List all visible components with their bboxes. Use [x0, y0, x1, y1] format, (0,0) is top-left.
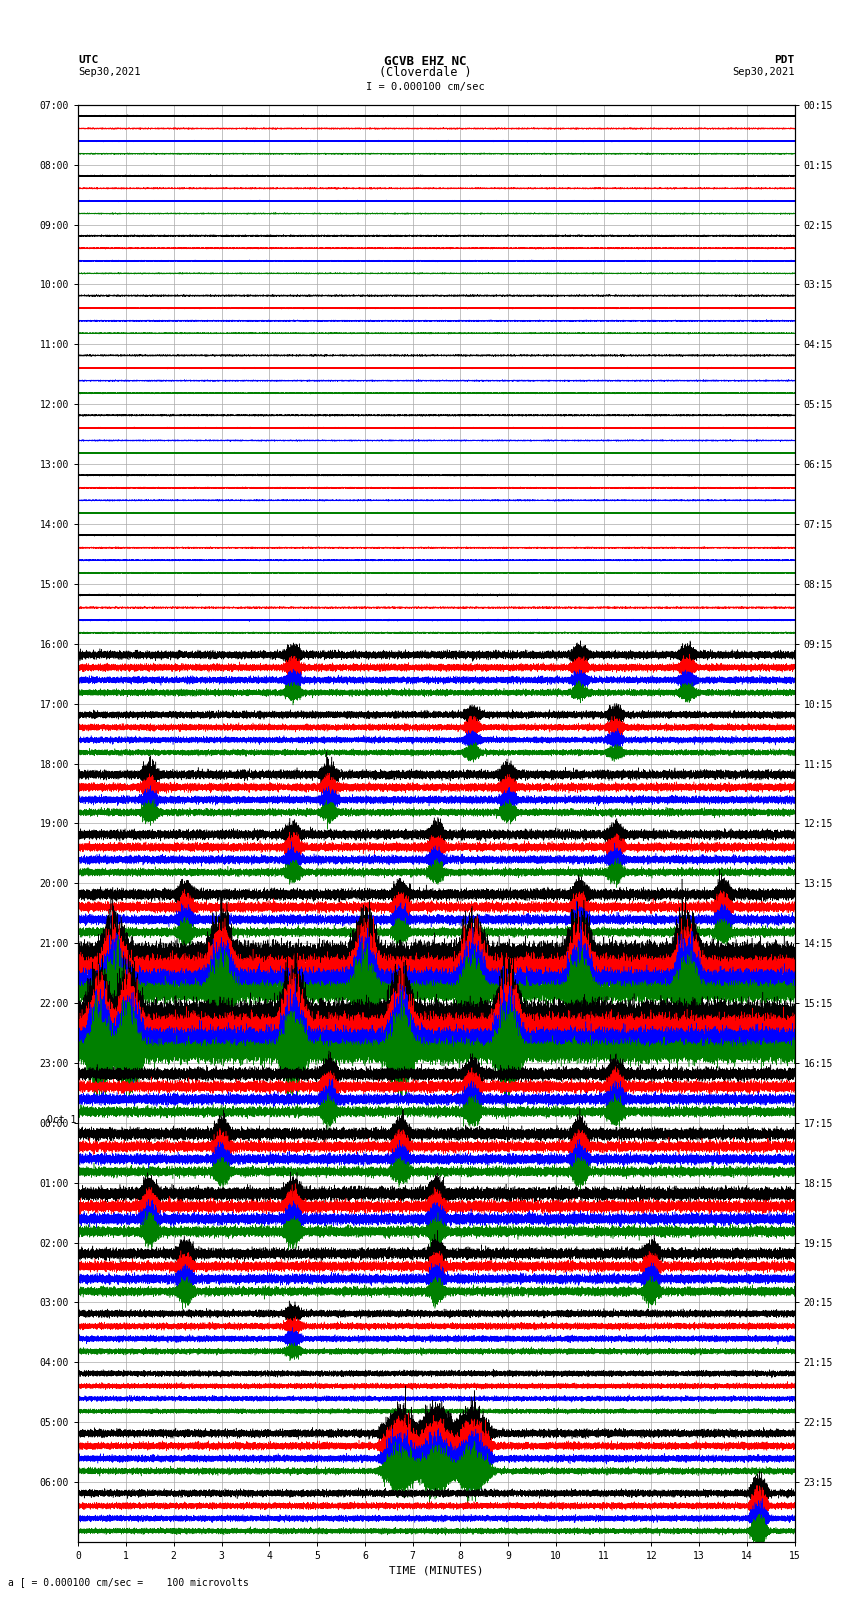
Text: GCVB EHZ NC: GCVB EHZ NC [383, 55, 467, 68]
Text: UTC: UTC [78, 55, 99, 65]
Text: (Cloverdale ): (Cloverdale ) [379, 66, 471, 79]
Text: a [ = 0.000100 cm/sec =    100 microvolts: a [ = 0.000100 cm/sec = 100 microvolts [8, 1578, 249, 1587]
Text: I = 0.000100 cm/sec: I = 0.000100 cm/sec [366, 82, 484, 92]
Text: Sep30,2021: Sep30,2021 [732, 68, 795, 77]
Text: PDT: PDT [774, 55, 795, 65]
Text: Sep30,2021: Sep30,2021 [78, 68, 141, 77]
Text: Oct 1: Oct 1 [47, 1115, 76, 1124]
X-axis label: TIME (MINUTES): TIME (MINUTES) [389, 1565, 484, 1576]
